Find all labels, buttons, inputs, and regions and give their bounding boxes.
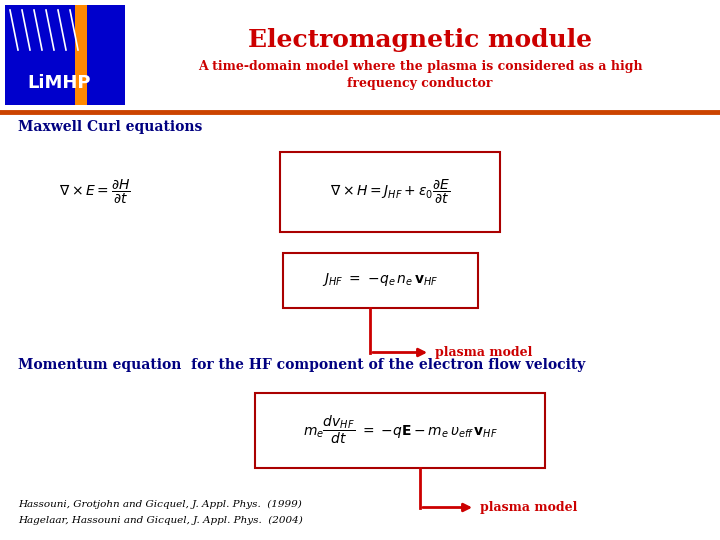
- Bar: [280, 152, 500, 232]
- Text: LiMHP: LiMHP: [27, 74, 91, 92]
- Bar: [282, 253, 477, 307]
- Bar: [75, 5, 86, 105]
- Bar: [5, 5, 125, 105]
- Text: $J_{HF}\ =\ {-q_e}\,n_e\,\mathbf{v}_{HF}$: $J_{HF}\ =\ {-q_e}\,n_e\,\mathbf{v}_{HF}…: [322, 272, 438, 288]
- Text: $\nabla \times E = \dfrac{\partial H}{\partial t}$: $\nabla \times E = \dfrac{\partial H}{\p…: [59, 178, 131, 206]
- Text: plasma model: plasma model: [480, 501, 577, 514]
- Text: $\nabla \times H = J_{HF} + \varepsilon_0\dfrac{\partial E}{\partial t}$: $\nabla \times H = J_{HF} + \varepsilon_…: [330, 178, 450, 206]
- Text: plasma model: plasma model: [435, 346, 532, 359]
- Text: Hassouni, Grotjohn and Gicquel, J. Appl. Phys.  (1999): Hassouni, Grotjohn and Gicquel, J. Appl.…: [18, 500, 302, 509]
- Text: A time-domain model where the plasma is considered as a high
frequency conductor: A time-domain model where the plasma is …: [198, 60, 642, 90]
- Text: Electromagnetic module: Electromagnetic module: [248, 28, 592, 52]
- Text: $m_e \dfrac{dv_{HF}}{dt}\ =\ {-q}\mathbf{E} - m_e\,\upsilon_{eff}\,\mathbf{v}_{H: $m_e \dfrac{dv_{HF}}{dt}\ =\ {-q}\mathbf…: [302, 414, 498, 447]
- Bar: [255, 393, 545, 468]
- Text: Momentum equation  for the HF component of the electron flow velocity: Momentum equation for the HF component o…: [18, 358, 585, 372]
- Text: Hagelaar, Hassouni and Gicquel, J. Appl. Phys.  (2004): Hagelaar, Hassouni and Gicquel, J. Appl.…: [18, 516, 302, 525]
- Text: Maxwell Curl equations: Maxwell Curl equations: [18, 120, 202, 134]
